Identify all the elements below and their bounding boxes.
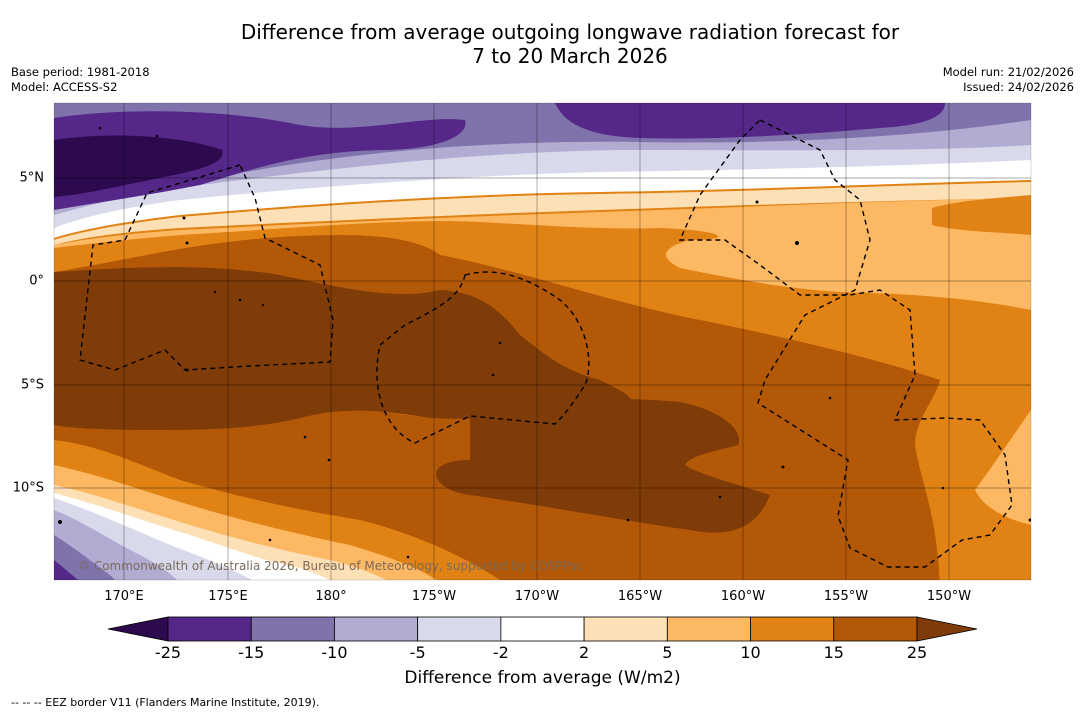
base-period: Base period: 1981-2018: [11, 65, 150, 79]
colorbar: [107, 616, 978, 642]
x-tick-180: 180°: [315, 589, 347, 604]
chart-title: Difference from average outgoing longwav…: [0, 20, 1085, 68]
x-tick-160w: 160°W: [720, 589, 766, 604]
colorbar-tick-label: -25: [154, 643, 182, 662]
band-5-10-southeast: [975, 410, 1031, 525]
colorbar-segment: [583, 616, 668, 642]
eez-borders: [79, 119, 1013, 568]
band-10-15-southeast: [915, 380, 1031, 580]
graticule: [54, 103, 1031, 580]
colorbar-extension-low: [107, 616, 169, 642]
eez-border-northeast: [678, 119, 1013, 568]
colorbar-tick-label: -10: [321, 643, 348, 662]
islands: [58, 126, 1031, 559]
band-minus15-minus10-southwest: [54, 535, 116, 580]
meta-left: Base period: 1981-2018 Model: ACCESS-S2: [11, 65, 150, 95]
band-minus25-minus15-southwest: [54, 560, 78, 580]
title-line-2: 7 to 20 March 2026: [472, 44, 668, 68]
colorbar-tick-label: -5: [409, 643, 426, 662]
colorbar-tick-label: -15: [238, 643, 265, 662]
colorbar-tick-label: 25: [906, 643, 928, 662]
x-tick-170w: 170°W: [514, 589, 560, 604]
colorbar-segment: [334, 616, 419, 642]
colorbar-tick-label: 2: [579, 643, 590, 662]
y-tick-10s: 10°S: [12, 480, 44, 496]
x-tick-175w: 175°W: [411, 589, 457, 604]
colorbar-extension-high: [916, 616, 978, 642]
band-above-25-central: [436, 398, 770, 533]
colorbar-segment: [167, 616, 252, 642]
band-above-25-west: [54, 267, 631, 430]
colorbar-tick-label: 5: [662, 643, 673, 662]
band-minus25-minus15-northeast: [555, 103, 945, 139]
eez-footnote: -- -- -- EEZ border V11 (Flanders Marine…: [11, 696, 320, 709]
band-2-5-north: [54, 182, 1031, 245]
x-tick-175e: 175°E: [208, 589, 248, 604]
colorbar-tick-label: -2: [492, 643, 509, 662]
x-tick-150w: 150°W: [926, 589, 972, 604]
colorbar-segment: [500, 616, 585, 642]
copyright-notice: © Commonwealth of Australia 2026, Bureau…: [78, 559, 584, 573]
y-tick-0: 0°: [29, 273, 44, 289]
map-field: [54, 103, 1031, 580]
colorbar-segment: [833, 616, 918, 642]
band-10-15-east-patch: [932, 195, 1031, 235]
band-5-10-north: [54, 198, 1031, 310]
map-frame: [53, 102, 1032, 581]
colorbar-segment: [417, 616, 502, 642]
y-tick-5s: 5°S: [20, 377, 44, 393]
y-tick-5n: 5°N: [19, 170, 45, 186]
colorbar-segment: [750, 616, 835, 642]
model-name: Model: ACCESS-S2: [11, 80, 118, 94]
colorbar-tick-label: 10: [740, 643, 761, 662]
x-tick-155w: 155°W: [823, 589, 869, 604]
title-line-1: Difference from average outgoing longwav…: [240, 20, 900, 44]
issued-date: Issued: 24/02/2026: [963, 80, 1074, 94]
colorbar-segment: [250, 616, 335, 642]
x-tick-165w: 165°W: [617, 589, 663, 604]
model-run: Model run: 21/02/2026: [942, 65, 1074, 79]
colorbar-segment: [666, 616, 751, 642]
band-below-minus25: [54, 135, 223, 197]
colorbar-tick-label: 15: [823, 643, 844, 662]
x-tick-170e: 170°E: [104, 589, 144, 604]
colorbar-title: Difference from average (W/m2): [404, 668, 681, 688]
eez-border-west: [79, 164, 334, 371]
meta-right: Model run: 21/02/2026 Issued: 24/02/2026: [943, 65, 1074, 95]
